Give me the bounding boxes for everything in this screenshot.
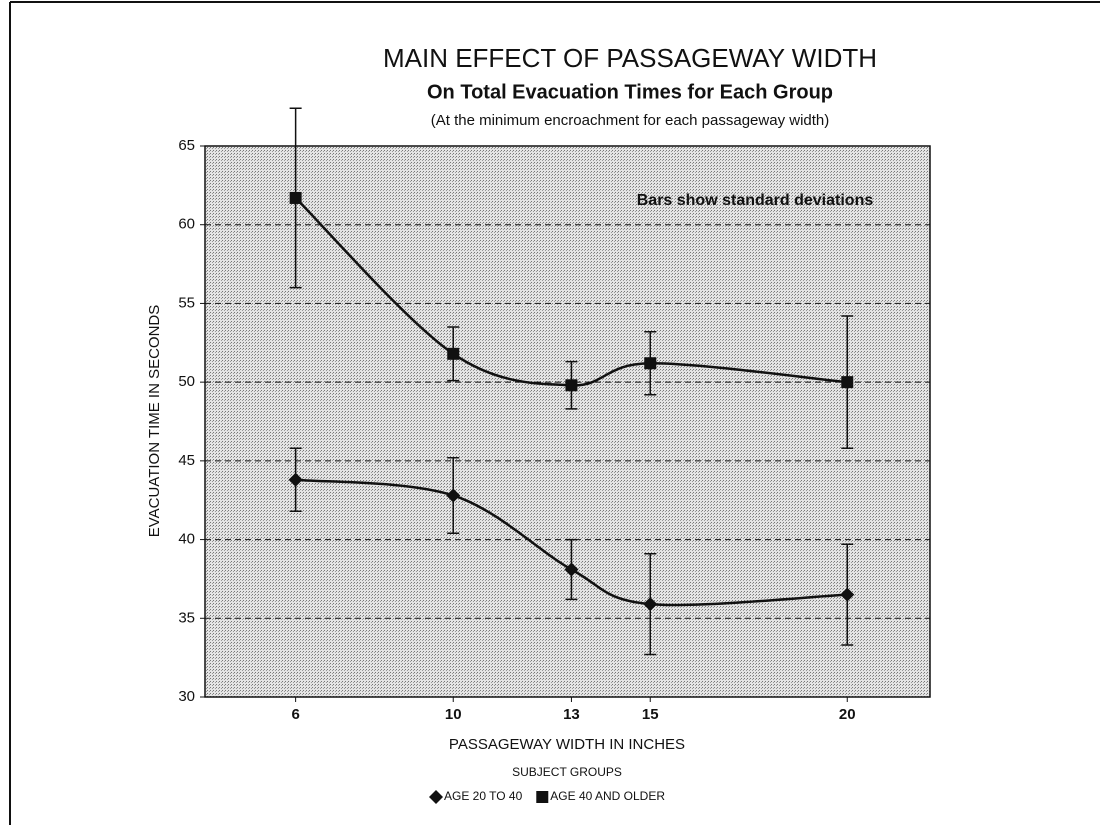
marker — [447, 347, 460, 360]
y-tick-label: 65 — [178, 137, 195, 154]
legend-label: AGE 20 TO 40 — [444, 789, 523, 803]
legend-title: SUBJECT GROUPS — [512, 765, 622, 779]
chart-title: MAIN EFFECT OF PASSAGEWAY WIDTH — [383, 43, 877, 73]
x-axis-label: PASSAGEWAY WIDTH IN INCHES — [449, 736, 685, 753]
marker — [446, 488, 461, 503]
y-tick-label: 60 — [178, 216, 195, 233]
plot-area — [204, 145, 931, 698]
marker — [289, 191, 302, 204]
y-tick-label: 30 — [178, 688, 195, 705]
x-tick-label: 20 — [839, 706, 856, 723]
marker — [644, 357, 657, 370]
legend-label: AGE 40 AND OLDER — [550, 789, 665, 803]
y-tick-label: 40 — [178, 531, 195, 548]
chart-subtitle: On Total Evacuation Times for Each Group — [427, 81, 833, 103]
marker — [841, 376, 854, 389]
marker — [536, 791, 549, 803]
marker — [840, 587, 855, 602]
marker — [429, 790, 443, 804]
chart-note: (At the minimum encroachment for each pa… — [431, 112, 830, 129]
marker — [564, 562, 579, 577]
annotation: Bars show standard deviations — [637, 192, 874, 209]
y-tick-label: 35 — [178, 609, 195, 626]
marker — [643, 597, 658, 612]
y-tick-label: 55 — [178, 294, 195, 311]
x-tick-label: 15 — [642, 706, 659, 723]
marker — [565, 379, 578, 392]
y-tick-label: 45 — [178, 452, 195, 469]
marker — [288, 472, 303, 487]
x-tick-label: 6 — [291, 706, 299, 723]
x-tick-label: 10 — [445, 706, 462, 723]
y-tick-label: 50 — [178, 373, 195, 390]
y-axis-label: EVACUATION TIME IN SECONDS — [146, 305, 163, 538]
x-tick-label: 13 — [563, 706, 580, 723]
